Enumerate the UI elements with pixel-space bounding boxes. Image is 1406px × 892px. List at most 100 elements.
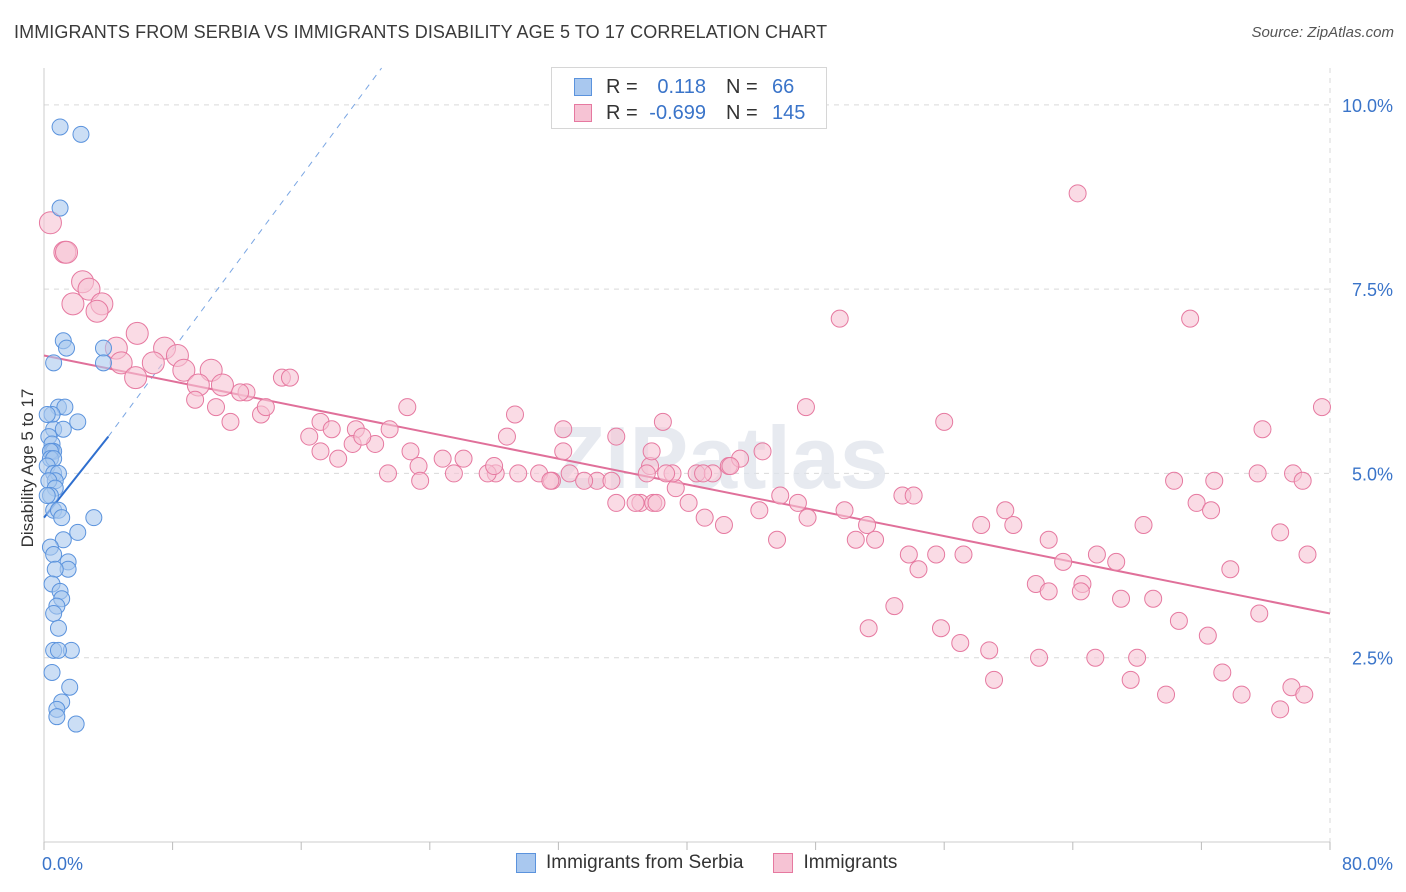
immigrants-point [353, 427, 372, 446]
immigrants-point [1004, 516, 1023, 535]
immigrants-point [695, 508, 714, 527]
serbia-point [53, 509, 71, 527]
serbia-point [72, 125, 90, 143]
serbia-point [54, 420, 72, 438]
immigrants-point [653, 412, 672, 431]
legend-swatch-pink [574, 104, 592, 122]
immigrants-point [904, 486, 923, 505]
immigrants-point [509, 464, 528, 483]
immigrants-point [1165, 471, 1184, 490]
legend-n-label: N = [726, 101, 758, 124]
series-label-serbia: Immigrants from Serbia [546, 852, 744, 873]
immigrants-point [714, 516, 733, 535]
immigrants-point [666, 479, 685, 498]
immigrants-point [602, 471, 621, 490]
x-tick-label: 80.0% [1342, 854, 1393, 874]
immigrants-point [846, 530, 865, 549]
immigrants-point [541, 471, 560, 490]
immigrants-point [830, 309, 849, 328]
immigrants-point [300, 427, 319, 446]
immigrants-point [1293, 471, 1312, 490]
immigrants-point [1295, 685, 1314, 704]
immigrants-point [866, 530, 885, 549]
immigrants-points [38, 184, 1331, 719]
immigrants-point [771, 486, 790, 505]
serbia-point [48, 708, 66, 726]
immigrants-point [1134, 516, 1153, 535]
legend-r-value: 0.118 [657, 75, 706, 98]
immigrants-point [647, 493, 666, 512]
serbia-point [49, 619, 67, 637]
immigrants-point [927, 545, 946, 564]
immigrants-point [1250, 604, 1269, 623]
immigrants-point [679, 493, 698, 512]
immigrants-point [1121, 670, 1140, 689]
immigrants-point [909, 560, 928, 579]
immigrants-point [497, 427, 516, 446]
immigrants-point [607, 427, 626, 446]
y-tick-label: 10.0% [1342, 96, 1393, 116]
immigrants-point [885, 597, 904, 616]
immigrants-point [311, 442, 330, 461]
x-tick-label: 0.0% [42, 854, 83, 874]
immigrants-point [750, 501, 769, 520]
immigrants-point [433, 449, 452, 468]
immigrants-point [1198, 626, 1217, 645]
immigrants-point [1157, 685, 1176, 704]
immigrants-point [1054, 552, 1073, 571]
legend-row-serbia: R = 0.118 N = 66 [574, 75, 794, 99]
legend-n-value: 66 [772, 75, 795, 98]
immigrants-point [1232, 685, 1251, 704]
immigrants-point [322, 420, 341, 439]
immigrants-point [221, 412, 240, 431]
immigrants-point [554, 442, 573, 461]
immigrants-point [985, 670, 1004, 689]
immigrants-point [554, 420, 573, 439]
serbia-point [54, 531, 72, 549]
serbia-point [49, 641, 67, 659]
immigrants-point [642, 442, 661, 461]
serbia-point [51, 118, 69, 136]
legend-n-value: 145 [772, 101, 806, 124]
legend-row-immigrants: R = -0.699 N = 145 [574, 101, 805, 125]
legend-n-label: N = [726, 75, 758, 98]
immigrants-point [996, 501, 1015, 520]
immigrants-point [788, 493, 807, 512]
immigrants-point [1087, 545, 1106, 564]
immigrants-point [951, 633, 970, 652]
watermark: ZIPatlas [551, 408, 888, 507]
series-label-immigrants: Immigrants [803, 852, 898, 873]
immigrants-point [980, 641, 999, 660]
serbia-point [43, 663, 61, 681]
immigrants-point [172, 358, 196, 382]
immigrants-point [485, 457, 504, 476]
series-swatch-pink [773, 853, 794, 873]
immigrants-point [231, 383, 250, 402]
immigrants-point [835, 501, 854, 520]
serbia-point [46, 560, 64, 578]
immigrants-point [1271, 523, 1290, 542]
immigrants-point [55, 240, 79, 264]
immigrants-point [768, 530, 787, 549]
immigrants-point [1030, 648, 1049, 667]
series-legend: Immigrants from Serbia Immigrants [516, 852, 927, 874]
serbia-point [94, 339, 112, 357]
immigrants-point [1187, 493, 1206, 512]
immigrants-point [626, 493, 645, 512]
immigrants-point [186, 390, 205, 409]
immigrants-point [1169, 611, 1188, 630]
immigrants-point [379, 464, 398, 483]
serbia-point [58, 339, 76, 357]
legend-swatch-blue [574, 78, 592, 96]
immigrants-point [401, 442, 420, 461]
immigrants-point [1312, 398, 1331, 417]
immigrants-point [1144, 589, 1163, 608]
immigrants-point [1271, 700, 1290, 719]
serbia-point [45, 604, 63, 622]
immigrants-point [721, 457, 740, 476]
immigrants-point [1202, 501, 1221, 520]
immigrants-point [124, 366, 148, 390]
immigrants-point [796, 398, 815, 417]
immigrants-point [858, 516, 877, 535]
immigrants-point [85, 299, 109, 323]
